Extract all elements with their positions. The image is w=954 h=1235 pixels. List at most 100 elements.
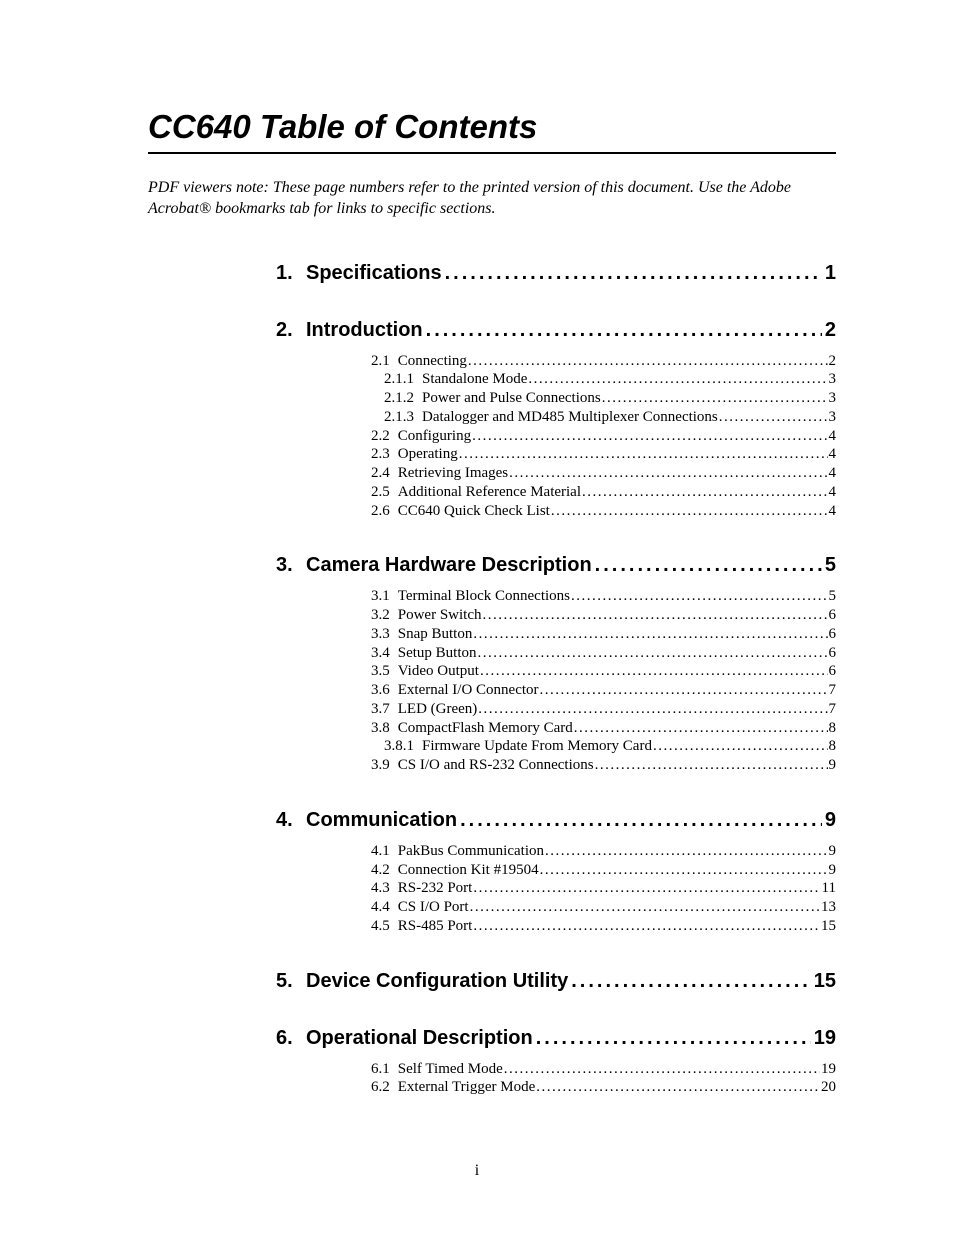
toc-section-number: 3. — [276, 554, 306, 577]
toc-section-number: 5. — [276, 970, 306, 993]
toc-subsection: 3.5Video Output.........................… — [371, 662, 836, 681]
toc-subsection-label: Additional Reference Material — [398, 483, 581, 502]
toc-subsection-number: 4.2 — [371, 861, 390, 880]
toc-subsection-page: 7 — [829, 681, 837, 700]
toc-section-label: Communication — [306, 809, 457, 832]
toc-leader-dots: ........................................… — [473, 879, 820, 898]
toc-subsection-label: Video Output — [398, 662, 479, 681]
toc-subsection-label: Connection Kit #19504 — [398, 861, 539, 880]
toc-subsection-block: 4.1PakBus Communication.................… — [371, 842, 836, 936]
toc-subsection: 2.1.1Standalone Mode....................… — [384, 370, 836, 389]
toc-subsection-page: 19 — [821, 1060, 836, 1079]
table-of-contents: 1.Specifications........................… — [276, 262, 836, 1098]
toc-subsection-label: Self Timed Mode — [398, 1060, 503, 1079]
toc-subsection-number: 3.3 — [371, 625, 390, 644]
toc-subsection-number: 3.9 — [371, 756, 390, 775]
toc-subsection-block: 2.1 Connecting...........................… — [371, 352, 836, 521]
toc-subsection-page: 9 — [829, 842, 837, 861]
toc-subsection-number: 2.1.2 — [384, 389, 414, 408]
toc-leader-dots: ........................................… — [426, 319, 822, 342]
toc-subsection-page: 15 — [821, 917, 836, 936]
toc-subsection: 2.1.3 Datalogger and MD485 Multiplexer Co… — [384, 408, 836, 427]
toc-leader-dots: ........................................… — [483, 606, 828, 625]
toc-subsection: 4.4CS I/O Port..........................… — [371, 898, 836, 917]
toc-subsection: 3.8 CompactFlash Memory Card.............… — [371, 719, 836, 738]
toc-subsection-page: 9 — [829, 756, 837, 775]
toc-subsection: 2.1Connecting...........................… — [371, 352, 836, 371]
toc-section: 4.Communication.........................… — [276, 809, 836, 832]
toc-leader-dots: ........................................… — [595, 554, 822, 577]
toc-subsection-number: 2.4 — [371, 464, 390, 483]
page: CC640 Table of Contents PDF viewers note… — [0, 0, 954, 1235]
toc-subsection-number: 2.6 — [371, 502, 390, 521]
toc-subsection-label: External I/O Connector — [398, 681, 539, 700]
toc-subsection-page: 6 — [829, 662, 837, 681]
toc-leader-dots: ........................................… — [551, 502, 828, 521]
toc-subsection-page: 4 — [829, 483, 837, 502]
toc-subsection: 2.2Configuring..........................… — [371, 427, 836, 446]
toc-subsection-number: 4.4 — [371, 898, 390, 917]
toc-subsection-label: Operating — [398, 445, 458, 464]
toc-subsection-number: 3.8 — [371, 719, 390, 738]
toc-subsection-label: CS I/O and RS-232 Connections — [398, 756, 594, 775]
toc-subsection-label: RS-232 Port — [398, 879, 473, 898]
toc-subsection-label: CC640 Quick Check List — [398, 502, 550, 521]
toc-section-label: Introduction — [306, 319, 423, 342]
toc-subsection: 3.9 CS I/O and RS-232 Connections........… — [371, 756, 836, 775]
toc-leader-dots: ........................................… — [653, 737, 828, 756]
toc-subsection-label: Snap Button — [398, 625, 473, 644]
toc-leader-dots: ........................................… — [540, 861, 828, 880]
toc-subsection-page: 6 — [829, 625, 837, 644]
toc-leader-dots: ........................................… — [574, 719, 828, 738]
toc-section-label: Specifications — [306, 262, 442, 285]
toc-subsection-label: Power and Pulse Connections — [422, 389, 601, 408]
toc-subsection-label: Datalogger and MD485 Multiplexer Connect… — [422, 408, 718, 427]
toc-subsection-page: 3 — [829, 408, 837, 427]
toc-subsection-number: 4.5 — [371, 917, 390, 936]
toc-subsection-number: 2.1.3 — [384, 408, 414, 427]
toc-subsection-number: 2.1 — [371, 352, 390, 371]
toc-subsection-page: 8 — [829, 719, 837, 738]
viewer-note: PDF viewers note: These page numbers ref… — [148, 178, 836, 220]
toc-subsection: 6.1 Self Timed Mode......................… — [371, 1060, 836, 1079]
toc-subsection-label: Retrieving Images — [398, 464, 508, 483]
toc-leader-dots: ........................................… — [595, 756, 828, 775]
toc-subsection-block: 6.1 Self Timed Mode......................… — [371, 1060, 836, 1098]
toc-subsection-page: 13 — [821, 898, 836, 917]
toc-subsection-label: Standalone Mode — [422, 370, 527, 389]
toc-subsection-label: CompactFlash Memory Card — [398, 719, 573, 738]
toc-leader-dots: ........................................… — [504, 1060, 820, 1079]
toc-subsection: 4.1PakBus Communication.................… — [371, 842, 836, 861]
toc-section-page: 5 — [825, 554, 836, 577]
toc-subsection: 2.3Operating............................… — [371, 445, 836, 464]
toc-subsection-page: 7 — [829, 700, 837, 719]
toc-subsection: 4.3RS-232 Port..........................… — [371, 879, 836, 898]
toc-leader-dots: ........................................… — [473, 917, 820, 936]
toc-subsection: 4.2 Connection Kit #19504................… — [371, 861, 836, 880]
toc-leader-dots: ........................................… — [473, 625, 827, 644]
toc-subsection-label: Power Switch — [398, 606, 482, 625]
toc-subsection-label: PakBus Communication — [398, 842, 544, 861]
toc-leader-dots: ........................................… — [459, 445, 828, 464]
toc-leader-dots: ........................................… — [571, 970, 811, 993]
toc-section-page: 9 — [825, 809, 836, 832]
toc-subsection-label: Connecting — [398, 352, 467, 371]
toc-section-page: 1 — [825, 262, 836, 285]
toc-subsection-label: RS-485 Port — [398, 917, 473, 936]
toc-leader-dots: ........................................… — [460, 809, 822, 832]
toc-subsection: 4.5 RS-485 Port..........................… — [371, 917, 836, 936]
toc-subsection-page: 9 — [829, 861, 837, 880]
toc-subsection: 3.2Power Switch.........................… — [371, 606, 836, 625]
toc-subsection-page: 8 — [829, 737, 837, 756]
toc-subsection-number: 6.1 — [371, 1060, 390, 1079]
toc-section-number: 2. — [276, 319, 306, 342]
toc-subsection-page: 2 — [829, 352, 837, 371]
toc-section-number: 4. — [276, 809, 306, 832]
toc-subsection-label: Configuring — [398, 427, 471, 446]
toc-leader-dots: ........................................… — [528, 370, 827, 389]
toc-subsection: 3.4Setup Button.........................… — [371, 644, 836, 663]
toc-section-page: 2 — [825, 319, 836, 342]
toc-leader-dots: ........................................… — [602, 389, 828, 408]
document-title: CC640 Table of Contents — [148, 108, 836, 146]
toc-subsection: 2.5Additional Reference Material........… — [371, 483, 836, 502]
